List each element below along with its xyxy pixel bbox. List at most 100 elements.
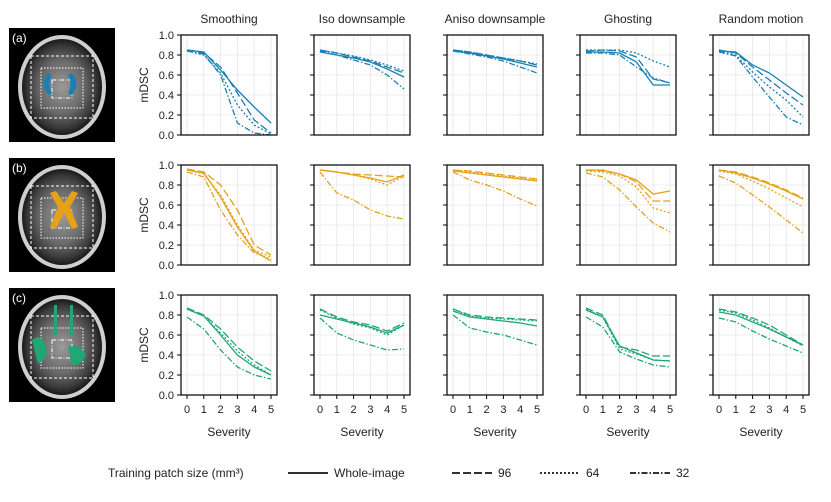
subplot: 0.0 0.2 0.4 0.6 0.8 1.0 — [159, 30, 278, 142]
y-tick-label: 0.4 — [159, 350, 174, 362]
series-line — [186, 169, 272, 258]
x-tick-label: 4 — [384, 404, 390, 416]
x-tick-label: 0 — [716, 404, 722, 416]
x-axis-label: Severity — [606, 425, 649, 439]
series-line — [319, 171, 405, 220]
series-line — [186, 49, 272, 134]
subplot — [576, 164, 677, 266]
subplot: 0 1 2 3 4 5 Severity — [443, 294, 544, 439]
series-line — [586, 51, 670, 86]
series-line — [452, 314, 538, 346]
subplot — [709, 164, 810, 266]
legend: Training patch size (mm³) Whole-image 96 64… — [108, 466, 690, 480]
subplot-frame — [313, 164, 411, 266]
series-line — [718, 317, 804, 354]
legend-label: 96 — [498, 466, 512, 480]
x-tick-label: 1 — [600, 404, 606, 416]
subplot: 0 1 2 3 4 5 Severity — [310, 294, 411, 439]
y-tick-label: 0.0 — [159, 260, 174, 272]
series-line — [319, 51, 405, 78]
patch-box-96 — [30, 55, 94, 119]
mri-thumbnail: (c) — [9, 288, 115, 402]
series-line — [319, 169, 405, 178]
row-label: (a) — [12, 31, 27, 45]
x-tick-label: 2 — [484, 404, 490, 416]
series-line — [452, 169, 538, 180]
subplot — [443, 164, 544, 266]
series-line — [319, 50, 405, 90]
subplot-frame — [712, 34, 810, 136]
y-axis-label: mDSC — [137, 327, 151, 363]
series-line — [186, 49, 272, 124]
series-line — [452, 171, 538, 207]
segmentation-overlay — [68, 73, 77, 95]
x-tick-label: 4 — [783, 404, 789, 416]
y-tick-label: 0.6 — [159, 70, 174, 82]
x-tick-label: 1 — [467, 404, 473, 416]
series-line — [452, 310, 538, 327]
y-tick-label: 0.2 — [159, 240, 174, 252]
x-tick-label: 5 — [268, 404, 274, 416]
column-title: Random motion — [719, 12, 804, 26]
series-line — [319, 169, 405, 186]
y-tick-label: 0.8 — [159, 50, 174, 62]
series-line — [718, 175, 804, 234]
y-tick-label: 0.8 — [159, 310, 174, 322]
series-line — [452, 49, 538, 66]
series-line — [186, 50, 272, 136]
panel-grid: Smoothing Iso downsample Aniso downsample G… — [137, 12, 810, 439]
series-line — [319, 308, 405, 332]
y-tick-label: 0.0 — [159, 390, 174, 402]
series-line — [319, 309, 405, 336]
column-title: Smoothing — [200, 12, 257, 26]
subplot-frame — [712, 164, 810, 266]
x-axis-label: Severity — [340, 425, 383, 439]
subplot — [310, 164, 411, 266]
subplot: 0 1 2 3 4 5 Severity — [709, 294, 810, 439]
y-axis-label: mDSC — [137, 67, 151, 103]
x-tick-label: 3 — [766, 404, 772, 416]
segmentation-overlay — [70, 305, 73, 335]
patch-box-96 — [30, 315, 94, 379]
x-tick-label: 4 — [517, 404, 523, 416]
subplot — [310, 34, 411, 136]
patch-box-64 — [40, 197, 84, 239]
series-line — [585, 172, 671, 233]
series-line — [586, 49, 671, 68]
column-title: Iso downsample — [319, 12, 406, 26]
x-tick-label: 2 — [750, 404, 756, 416]
x-tick-label: 2 — [617, 404, 623, 416]
legend-label: 64 — [586, 466, 600, 480]
segmentation-overlay — [50, 191, 78, 229]
series-line — [585, 170, 671, 214]
series-line — [319, 49, 405, 74]
series-line — [718, 311, 804, 346]
x-tick-label: 1 — [733, 404, 739, 416]
segmentation-overlay — [54, 305, 57, 335]
series-line — [718, 169, 804, 200]
x-tick-label: 4 — [251, 404, 257, 416]
subplot-frame — [313, 294, 411, 396]
brain — [22, 39, 102, 135]
segmentation-overlay — [68, 346, 86, 365]
subplot-frame — [579, 164, 677, 266]
x-tick-label: 0 — [583, 404, 589, 416]
series-line — [718, 308, 804, 346]
x-tick-label: 5 — [800, 404, 806, 416]
series-line — [186, 50, 272, 135]
subplot: 0.0 0.2 0.4 0.6 0.8 1.0 — [159, 160, 278, 272]
series-line — [186, 307, 272, 372]
y-tick-label: 0.8 — [159, 180, 174, 192]
row-label: (b) — [12, 161, 27, 175]
subplot-frame — [579, 34, 677, 136]
x-tick-label: 5 — [534, 404, 540, 416]
x-tick-label: 3 — [367, 404, 373, 416]
x-axis-label: Severity — [473, 425, 516, 439]
series-line — [718, 309, 804, 347]
legend-title: Training patch size (mm³) — [108, 466, 244, 480]
series-line — [319, 314, 405, 334]
series-line — [186, 169, 272, 262]
x-tick-label: 5 — [667, 404, 673, 416]
segmentation-overlay — [32, 337, 47, 364]
